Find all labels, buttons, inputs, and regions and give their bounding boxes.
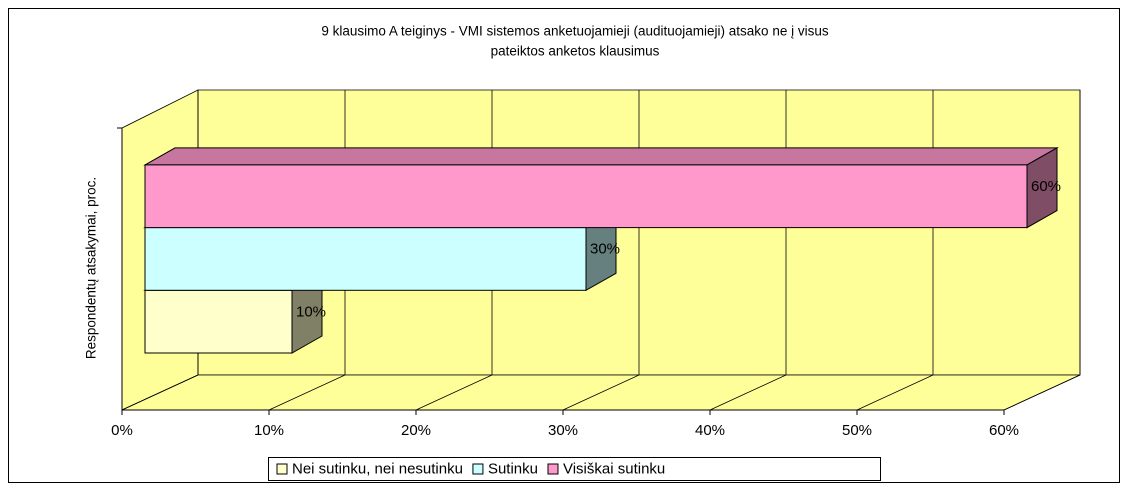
legend-label: Visiškai sutinku: [563, 460, 665, 477]
x-tick-label: 50%: [842, 422, 872, 439]
data-label: 30%: [590, 241, 620, 258]
legend: [268, 457, 881, 481]
legend-label: Sutinku: [488, 460, 538, 477]
x-tick-label: 60%: [989, 422, 1019, 439]
data-label: 60%: [1031, 178, 1061, 195]
bar: [144, 164, 1028, 229]
grid-line: [268, 374, 346, 411]
chart-title: 9 klausimo A teiginys - VMI sistemos ank…: [321, 24, 828, 39]
x-tick-label: 10%: [254, 422, 284, 439]
legend-label: Nei sutinku, nei nesutinku: [292, 460, 463, 477]
grid-line: [562, 374, 640, 411]
legend-swatch: [547, 463, 559, 475]
x-tick-label: 40%: [695, 422, 725, 439]
bar-top: [143, 147, 1059, 166]
grid-line: [415, 374, 493, 411]
legend-swatch: [276, 463, 288, 475]
x-tick-label: 20%: [401, 422, 431, 439]
grid-line: [1003, 374, 1081, 411]
data-label: 10%: [296, 303, 326, 320]
y-axis-label: Respondentų atsakymai, proc.: [84, 177, 99, 359]
bar: [144, 227, 587, 291]
grid-line: [121, 374, 199, 411]
x-tick-label: 0%: [111, 422, 133, 439]
x-tick-label: 30%: [548, 422, 578, 439]
grid-line: [856, 374, 934, 411]
grid-line: [709, 374, 787, 411]
legend-swatch: [472, 463, 484, 475]
chart-title: pateiktos anketos klausimus: [491, 44, 660, 59]
bar: [144, 289, 293, 354]
